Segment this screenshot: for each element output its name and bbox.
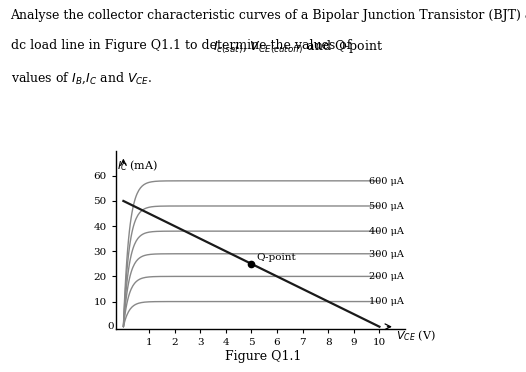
Text: 200 μA: 200 μA (369, 272, 404, 281)
Text: $V_{CE}$ (V): $V_{CE}$ (V) (396, 328, 436, 343)
Text: $I_C$ (mA): $I_C$ (mA) (117, 158, 158, 173)
Text: Analyse the collector characteristic curves of a Bipolar Junction Transistor (BJ: Analyse the collector characteristic cur… (11, 9, 526, 22)
Text: 300 μA: 300 μA (369, 250, 404, 259)
Text: 500 μA: 500 μA (369, 202, 404, 211)
Text: 100 μA: 100 μA (369, 297, 404, 306)
Text: values of $I_B$,$I_C$ and $V_{CE}$.: values of $I_B$,$I_C$ and $V_{CE}$. (11, 71, 152, 86)
Text: dc load line in Figure Q1.1 to determine the values of: dc load line in Figure Q1.1 to determine… (11, 39, 355, 52)
Text: Q-point: Q-point (257, 253, 296, 262)
Text: 0: 0 (108, 322, 115, 331)
Text: 400 μA: 400 μA (369, 227, 404, 236)
Text: $I_{c(sat)}$, $V_{CE(cutoff)}$ and Q-point: $I_{c(sat)}$, $V_{CE(cutoff)}$ and Q-poi… (213, 39, 383, 56)
Text: Figure Q1.1: Figure Q1.1 (225, 350, 301, 363)
Text: 600 μA: 600 μA (369, 177, 404, 186)
